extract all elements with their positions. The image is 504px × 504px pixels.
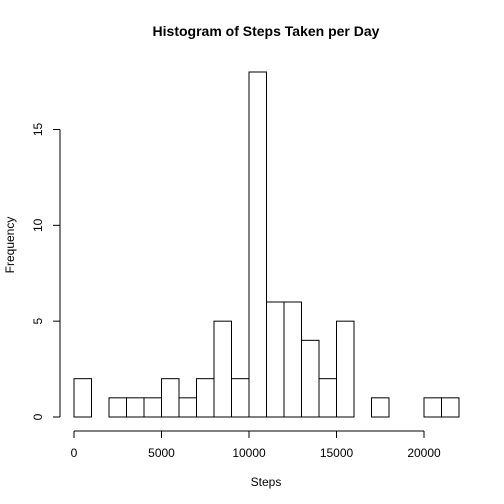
histogram-bar xyxy=(74,379,92,417)
histogram-bar xyxy=(197,379,215,417)
histogram-bar xyxy=(214,321,232,417)
y-axis-label: Frequency xyxy=(3,217,17,274)
histogram-bar xyxy=(284,302,302,417)
histogram-bar xyxy=(267,302,285,417)
y-tick-label: 5 xyxy=(31,318,45,325)
histogram-bar xyxy=(424,398,442,417)
histogram-bar xyxy=(179,398,197,417)
histogram-bar xyxy=(127,398,145,417)
y-tick-label: 10 xyxy=(31,218,45,232)
histogram-bar xyxy=(337,321,355,417)
histogram-bar xyxy=(302,340,320,417)
y-tick-label: 0 xyxy=(31,413,45,420)
y-axis: 0 5 10 15 xyxy=(31,123,60,421)
x-tick-label: 20000 xyxy=(407,446,441,460)
x-axis-label: Steps xyxy=(251,475,282,489)
x-tick-label: 10000 xyxy=(232,446,266,460)
histogram-bar xyxy=(109,398,127,417)
bars-group xyxy=(74,72,459,417)
histogram-bar xyxy=(232,379,250,417)
histogram-bar xyxy=(249,72,267,417)
histogram-bar xyxy=(442,398,460,417)
x-axis: 0 5000 10000 15000 20000 xyxy=(71,431,441,460)
x-tick-label: 15000 xyxy=(320,446,354,460)
x-tick-label: 5000 xyxy=(148,446,175,460)
histogram-bar xyxy=(144,398,162,417)
histogram-bar xyxy=(162,379,180,417)
histogram-bar xyxy=(319,379,337,417)
x-tick-label: 0 xyxy=(71,446,78,460)
histogram-bar xyxy=(372,398,390,417)
chart-title: Histogram of Steps Taken per Day xyxy=(153,23,380,39)
y-tick-label: 15 xyxy=(31,123,45,137)
